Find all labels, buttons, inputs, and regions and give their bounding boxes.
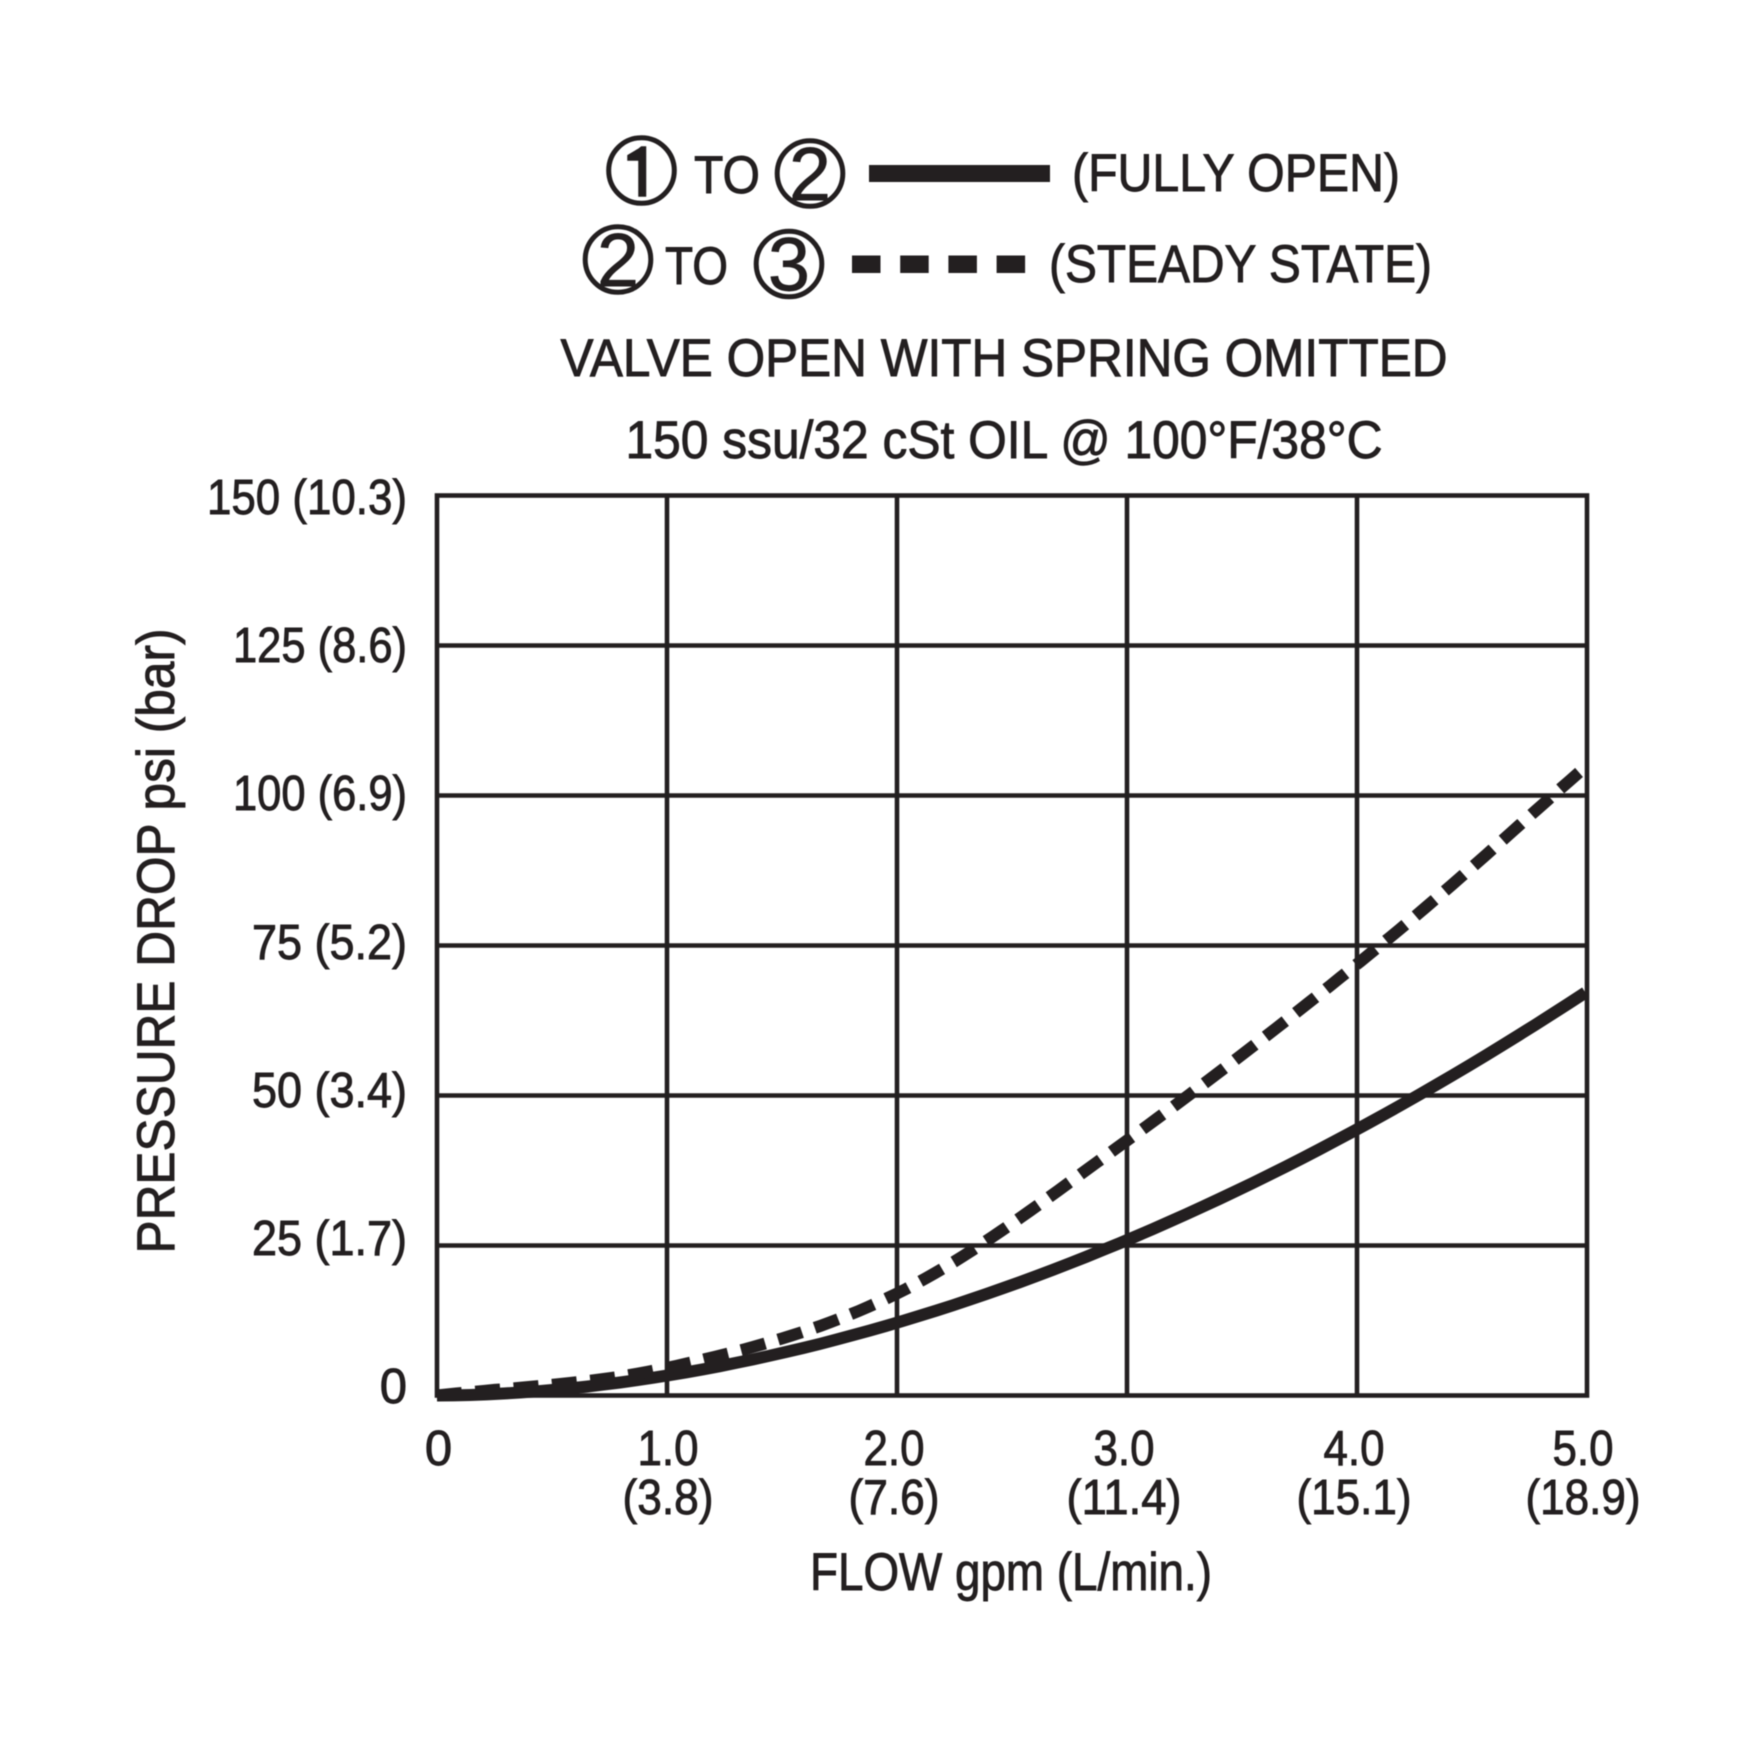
svg-text:VALVE OPEN WITH SPRING OMITTED: VALVE OPEN WITH SPRING OMITTED xyxy=(561,329,1448,388)
svg-text:(FULLY OPEN): (FULLY OPEN) xyxy=(1072,144,1400,203)
svg-text:(18.9): (18.9) xyxy=(1526,1471,1641,1525)
svg-text:(15.1): (15.1) xyxy=(1297,1471,1412,1525)
svg-text:100 (6.9): 100 (6.9) xyxy=(233,767,407,821)
svg-text:5.0: 5.0 xyxy=(1553,1422,1614,1476)
svg-text:FLOW gpm (L/min.): FLOW gpm (L/min.) xyxy=(810,1543,1212,1602)
svg-text:125 (8.6): 125 (8.6) xyxy=(233,619,407,673)
svg-text:150 ssu/32 cSt OIL @ 100°F/38°: 150 ssu/32 cSt OIL @ 100°F/38°C xyxy=(626,411,1383,470)
svg-text:(7.6): (7.6) xyxy=(849,1471,940,1525)
svg-text:50 (3.4): 50 (3.4) xyxy=(252,1064,407,1118)
svg-text:4.0: 4.0 xyxy=(1324,1422,1385,1476)
svg-text:2: 2 xyxy=(789,132,831,216)
svg-text:1.0: 1.0 xyxy=(638,1422,699,1476)
svg-text:75 (5.2): 75 (5.2) xyxy=(252,916,407,970)
svg-text:2: 2 xyxy=(597,218,639,302)
svg-text:PRESSURE DROP psi (bar): PRESSURE DROP psi (bar) xyxy=(127,629,186,1254)
svg-text:TO: TO xyxy=(665,237,728,296)
svg-text:(3.8): (3.8) xyxy=(623,1471,714,1525)
svg-text:(STEADY STATE): (STEADY STATE) xyxy=(1049,235,1432,294)
svg-text:0: 0 xyxy=(380,1360,407,1414)
svg-text:(11.4): (11.4) xyxy=(1067,1471,1182,1525)
svg-text:0: 0 xyxy=(425,1422,452,1476)
svg-text:25 (1.7): 25 (1.7) xyxy=(252,1212,407,1266)
svg-text:3: 3 xyxy=(768,223,810,307)
svg-text:150 (10.3): 150 (10.3) xyxy=(207,471,407,525)
svg-text:3.0: 3.0 xyxy=(1094,1422,1155,1476)
svg-text:2.0: 2.0 xyxy=(864,1422,925,1476)
svg-text:TO: TO xyxy=(694,146,760,205)
